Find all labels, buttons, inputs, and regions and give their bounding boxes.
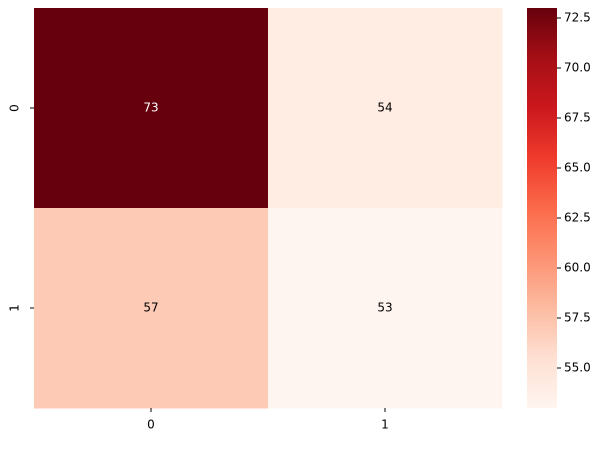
heatmap-cell (268, 8, 503, 209)
heatmap-cell (34, 8, 269, 209)
heatmap-cell (268, 208, 503, 409)
colorbar-tick-label: 72.5 (564, 11, 591, 25)
y-tick-label: 1 (8, 304, 22, 312)
x-tick-label: 0 (147, 418, 155, 432)
colorbar-tick-label: 67.5 (564, 111, 591, 125)
colorbar (527, 8, 557, 408)
x-tick-label: 1 (381, 418, 389, 432)
cell-label: 53 (377, 301, 392, 315)
colorbar-tick-label: 65.0 (564, 161, 591, 175)
colorbar-tick-label: 62.5 (564, 211, 591, 225)
cell-label: 57 (143, 301, 158, 315)
heatmap-cell (34, 208, 269, 409)
colorbar-tick-label: 55.0 (564, 361, 591, 375)
colorbar-tick-label: 60.0 (564, 261, 591, 275)
colorbar-tick-label: 57.5 (564, 311, 591, 325)
cell-label: 54 (377, 101, 392, 115)
y-tick-label: 0 (8, 104, 22, 112)
cell-label: 73 (143, 101, 158, 115)
colorbar-tick-label: 70.0 (564, 61, 591, 75)
